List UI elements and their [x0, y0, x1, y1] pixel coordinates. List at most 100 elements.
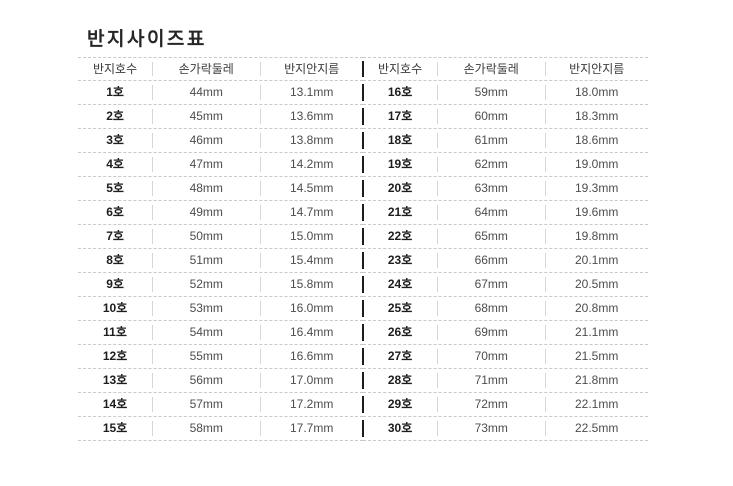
cell-ring-inner-diameter: 17.7mm: [260, 417, 363, 440]
cell-ring-inner-diameter: 19.6mm: [545, 201, 648, 224]
cell-ring-number: 5호: [106, 181, 124, 195]
cell-ring-inner-diameter: 22.1mm: [545, 393, 648, 416]
cell-ring-inner-diameter: 15.0mm: [260, 225, 363, 248]
cell-ring-inner-diameter: 20.1mm: [545, 249, 648, 272]
cell-ring-inner-diameter: 17.0mm: [260, 369, 363, 392]
cell-ring-inner-diameter: 13.6mm: [260, 105, 363, 128]
table-row: 3호 46mm 13.8mm: [78, 129, 363, 153]
cell-finger-circumference: 44mm: [152, 81, 260, 104]
cell-finger-circumference: 52mm: [152, 273, 260, 296]
cell-ring-inner-diameter: 15.8mm: [260, 273, 363, 296]
table-row: 18호 61mm 18.6mm: [362, 129, 648, 153]
cell-finger-circumference: 55mm: [152, 345, 260, 368]
table-row: 8호 51mm 15.4mm: [78, 249, 363, 273]
cell-ring-number: 24호: [387, 277, 413, 291]
cell-ring-number: 4호: [106, 157, 124, 171]
table-row: 4호 47mm 14.2mm: [78, 153, 363, 177]
table-row: 15호 58mm 17.7mm: [78, 417, 363, 441]
cell-ring-inner-diameter: 13.8mm: [260, 129, 363, 152]
cell-ring-inner-diameter: 14.5mm: [260, 177, 363, 200]
table-row: 27호 70mm 21.5mm: [362, 345, 648, 369]
table-row: 17호 60mm 18.3mm: [362, 105, 648, 129]
header-ring-number: 반지호수: [377, 62, 423, 76]
cell-ring-number: 20호: [387, 181, 413, 195]
table-row: 6호 49mm 14.7mm: [78, 201, 363, 225]
cell-finger-circumference: 73mm: [437, 417, 545, 440]
ring-size-table: 반지호수 손가락둘레 반지안지름 1호 44mm 13.1mm 2호 45mm 13.6m…: [78, 57, 648, 441]
table-body-left: 1호 44mm 13.1mm 2호 45mm 13.6mm 3호 46mm 13.8mm 4호 47…: [78, 81, 363, 441]
cell-finger-circumference: 58mm: [152, 417, 260, 440]
table-row: 13호 56mm 17.0mm: [78, 369, 363, 393]
cell-finger-circumference: 46mm: [152, 129, 260, 152]
cell-ring-inner-diameter: 18.6mm: [545, 129, 648, 152]
table-row: 10호 53mm 16.0mm: [78, 297, 363, 321]
cell-ring-inner-diameter: 16.6mm: [260, 345, 363, 368]
ring-size-table-right: 반지호수 손가락둘레 반지안지름 16호 59mm 18.0mm 17호 60mm 18.…: [362, 57, 648, 441]
cell-ring-inner-diameter: 14.7mm: [260, 201, 363, 224]
cell-ring-number: 3호: [106, 133, 124, 147]
header-ring-number: 반지호수: [92, 62, 138, 76]
table-row: 19호 62mm 19.0mm: [362, 153, 648, 177]
cell-ring-number: 27호: [387, 349, 413, 363]
cell-ring-inner-diameter: 21.8mm: [545, 369, 648, 392]
cell-ring-number: 26호: [387, 325, 413, 339]
cell-ring-inner-diameter: 16.0mm: [260, 297, 363, 320]
cell-ring-number: 19호: [387, 157, 413, 171]
cell-finger-circumference: 50mm: [152, 225, 260, 248]
cell-ring-number: 11호: [103, 325, 127, 339]
header-finger-circumference: 손가락둘레: [152, 58, 260, 80]
table-row: 5호 48mm 14.5mm: [78, 177, 363, 201]
cell-finger-circumference: 69mm: [437, 321, 545, 344]
cell-finger-circumference: 45mm: [152, 105, 260, 128]
cell-ring-inner-diameter: 21.5mm: [545, 345, 648, 368]
cell-ring-number: 10호: [102, 301, 128, 315]
table-row: 25호 68mm 20.8mm: [362, 297, 648, 321]
cell-ring-inner-diameter: 17.2mm: [260, 393, 363, 416]
cell-finger-circumference: 72mm: [437, 393, 545, 416]
cell-ring-number: 23호: [387, 253, 413, 267]
page-title: 반지사이즈표: [87, 28, 207, 50]
table-row: 24호 67mm 20.5mm: [362, 273, 648, 297]
cell-ring-inner-diameter: 19.0mm: [545, 153, 648, 176]
table-row: 28호 71mm 21.8mm: [362, 369, 648, 393]
cell-finger-circumference: 53mm: [152, 297, 260, 320]
table-row: 29호 72mm 22.1mm: [362, 393, 648, 417]
cell-ring-inner-diameter: 13.1mm: [260, 81, 363, 104]
header-finger-circumference: 손가락둘레: [437, 58, 545, 80]
cell-finger-circumference: 57mm: [152, 393, 260, 416]
table-row: 9호 52mm 15.8mm: [78, 273, 363, 297]
table-row: 11호 54mm 16.4mm: [78, 321, 363, 345]
cell-ring-inner-diameter: 19.3mm: [545, 177, 648, 200]
table-row: 21호 64mm 19.6mm: [362, 201, 648, 225]
cell-ring-number: 25호: [387, 301, 413, 315]
cell-ring-number: 7호: [106, 229, 124, 243]
table-row: 30호 73mm 22.5mm: [362, 417, 648, 441]
cell-finger-circumference: 65mm: [437, 225, 545, 248]
cell-ring-number: 9호: [106, 277, 124, 291]
cell-ring-number: 30호: [387, 421, 413, 435]
cell-ring-number: 13호: [102, 373, 128, 387]
cell-finger-circumference: 56mm: [152, 369, 260, 392]
cell-finger-circumference: 68mm: [437, 297, 545, 320]
cell-finger-circumference: 71mm: [437, 369, 545, 392]
cell-ring-number: 18호: [387, 133, 413, 147]
cell-ring-inner-diameter: 18.0mm: [545, 81, 648, 104]
header-ring-inner-diameter: 반지안지름: [260, 58, 363, 80]
cell-ring-number: 17호: [387, 109, 413, 123]
table-row: 12호 55mm 16.6mm: [78, 345, 363, 369]
cell-ring-number: 22호: [387, 229, 413, 243]
cell-ring-inner-diameter: 20.8mm: [545, 297, 648, 320]
cell-finger-circumference: 64mm: [437, 201, 545, 224]
cell-ring-inner-diameter: 20.5mm: [545, 273, 648, 296]
cell-finger-circumference: 67mm: [437, 273, 545, 296]
cell-ring-number: 29호: [387, 397, 413, 411]
table-row: 7호 50mm 15.0mm: [78, 225, 363, 249]
cell-finger-circumference: 62mm: [437, 153, 545, 176]
cell-ring-inner-diameter: 22.5mm: [545, 417, 648, 440]
cell-ring-inner-diameter: 14.2mm: [260, 153, 363, 176]
cell-finger-circumference: 66mm: [437, 249, 545, 272]
cell-ring-inner-diameter: 19.8mm: [545, 225, 648, 248]
table-row: 22호 65mm 19.8mm: [362, 225, 648, 249]
ring-size-table-left: 반지호수 손가락둘레 반지안지름 1호 44mm 13.1mm 2호 45mm 13.6m…: [78, 57, 363, 441]
